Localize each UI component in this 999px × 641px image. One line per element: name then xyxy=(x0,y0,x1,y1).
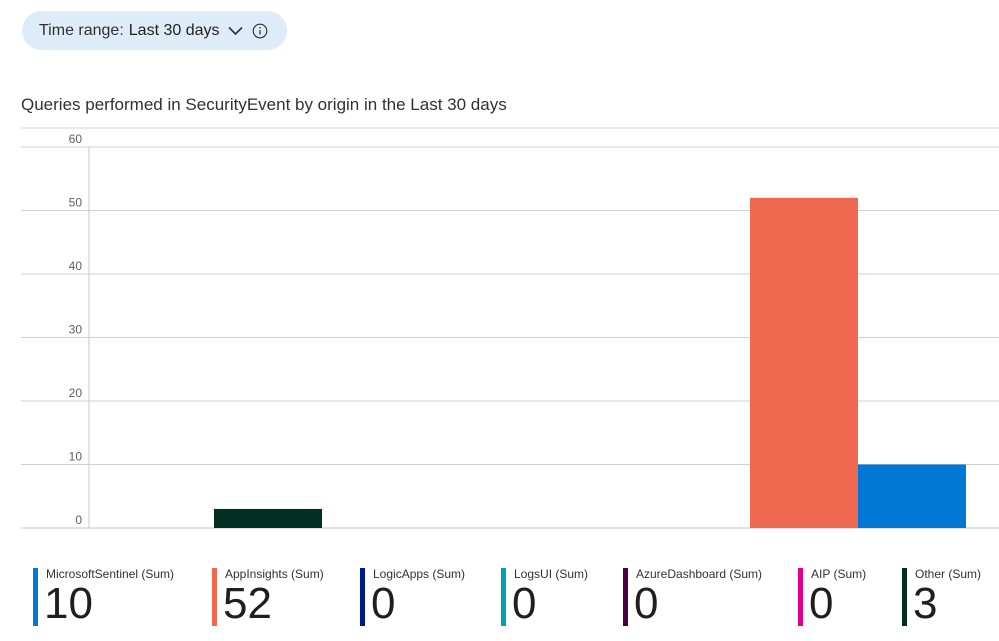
legend-series-name: AzureDashboard (Sum) xyxy=(636,567,763,581)
legend-color-swatch xyxy=(360,568,365,626)
y-tick-label-20: 20 xyxy=(69,386,83,400)
info-icon[interactable] xyxy=(252,23,268,39)
legend-item[interactable]: Other (Sum) 3 xyxy=(902,566,981,628)
bar-chart: 0 10 20 30 40 50 60 xyxy=(21,127,999,529)
legend-series-total: 10 xyxy=(44,579,93,628)
y-tick-label-40: 40 xyxy=(69,259,83,273)
legend-item[interactable]: MicrosoftSentinel (Sum) 10 xyxy=(33,566,174,628)
chart-legend: MicrosoftSentinel (Sum) 10 AppInsights (Su… xyxy=(33,566,999,634)
legend-series-total: 52 xyxy=(223,579,272,628)
bar-appinsights-sum-1[interactable] xyxy=(750,197,858,529)
y-tick-label-60: 60 xyxy=(69,132,83,146)
legend-series-name: AppInsights (Sum) xyxy=(225,567,324,581)
legend-series-name: Other (Sum) xyxy=(915,567,982,581)
legend-series-total: 0 xyxy=(634,579,659,628)
chart-title: Queries performed in SecurityEvent by or… xyxy=(21,95,507,114)
legend-color-swatch xyxy=(798,568,803,626)
legend-item[interactable]: AzureDashboard (Sum) 0 xyxy=(623,566,762,628)
legend-color-swatch xyxy=(902,568,907,626)
legend-series-total: 0 xyxy=(512,579,537,628)
y-tick-label-10: 10 xyxy=(69,450,83,464)
legend-series-name: LogsUI (Sum) xyxy=(514,567,589,581)
legend-color-swatch xyxy=(623,568,628,626)
bar-other-sum-0[interactable] xyxy=(214,508,322,528)
legend-color-swatch xyxy=(33,568,38,626)
legend-item[interactable]: LogsUI (Sum) 0 xyxy=(501,566,588,628)
legend-series-name: AIP (Sum) xyxy=(811,567,867,581)
legend-series-total: 3 xyxy=(913,579,938,628)
legend-series-name: MicrosoftSentinel (Sum) xyxy=(46,567,175,581)
legend-series-total: 0 xyxy=(809,579,834,628)
time-range-label: Time range: xyxy=(39,21,124,39)
legend-item[interactable]: LogicApps (Sum) 0 xyxy=(360,566,465,628)
legend-color-swatch xyxy=(212,568,217,626)
y-tick-label-30: 30 xyxy=(69,323,83,337)
time-range-value: Last 30 days xyxy=(128,21,220,39)
legend-item[interactable]: AppInsights (Sum) 52 xyxy=(212,566,324,628)
legend-series-name: LogicApps (Sum) xyxy=(373,567,466,581)
y-tick-label-0: 0 xyxy=(75,513,82,527)
chevron-down-icon[interactable] xyxy=(227,26,243,36)
bar-microsoftsentinel-sum-1[interactable] xyxy=(858,464,966,529)
legend-series-total: 0 xyxy=(371,579,396,628)
legend-item[interactable]: AIP (Sum) 0 xyxy=(798,566,866,628)
time-range-dropdown[interactable]: Time range: Last 30 days xyxy=(22,11,287,50)
y-tick-label-50: 50 xyxy=(69,196,83,210)
legend-color-swatch xyxy=(501,568,506,626)
